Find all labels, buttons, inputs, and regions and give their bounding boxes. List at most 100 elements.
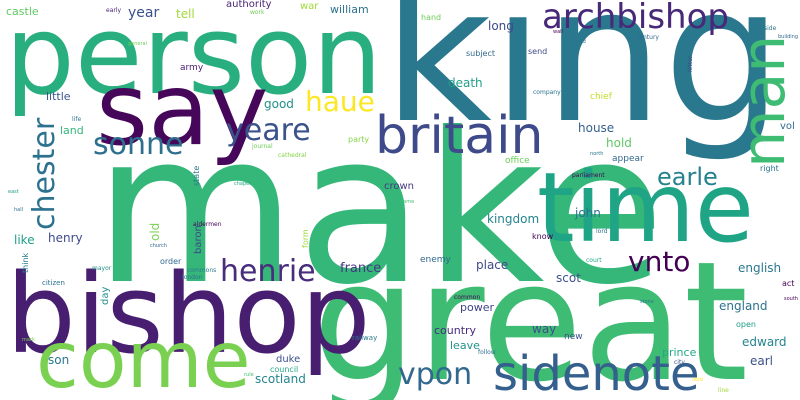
word-state: state (192, 165, 201, 186)
word-journal: journal (252, 143, 273, 150)
word-year: year (128, 5, 160, 21)
word-appear: appear (612, 154, 644, 164)
word-court: court (586, 257, 602, 264)
word-general: general (128, 41, 148, 47)
word-name: name (400, 199, 415, 205)
word-scotland: scotland (255, 372, 306, 386)
word-council: council (270, 365, 299, 374)
word-sidenote: sidenote (493, 346, 700, 400)
word-act: act (782, 279, 795, 288)
word-leave: leave (450, 339, 480, 352)
word-kingdom: kingdom (487, 212, 540, 226)
word-mayor: mayor (92, 265, 112, 272)
word-south: south (784, 296, 798, 302)
word-parliament: parliament (572, 172, 605, 179)
word-earl: earl (750, 354, 774, 368)
word-yeare: yeare (226, 113, 311, 148)
word-day: day (100, 286, 111, 305)
word-scot: scot (556, 271, 581, 285)
word-house: house (578, 121, 615, 135)
word-army: army (180, 63, 204, 73)
word-vnto: vnto (628, 245, 691, 278)
word-edward: edward (742, 335, 787, 349)
word-archbishop: archbishop (542, 0, 729, 37)
word-subject: subject (466, 49, 495, 58)
word-rule: rule (244, 372, 254, 378)
word-henry: henry (48, 231, 83, 245)
word-france: france (340, 261, 382, 276)
word-common: common (454, 294, 481, 301)
word-time: time (537, 152, 754, 264)
word-railway: railway (352, 334, 378, 342)
word-chief: chief (590, 92, 612, 102)
word-hall: hall (14, 207, 24, 213)
word-tell: tell (176, 7, 195, 21)
word-early: early (106, 7, 122, 14)
word-way: way (532, 322, 557, 336)
word-side: side (764, 25, 777, 32)
word-say: say (96, 51, 269, 168)
word-power: power (460, 301, 494, 314)
word-wall: wall (553, 29, 563, 35)
word-mark: mark (22, 337, 35, 343)
word-order: order (160, 257, 182, 266)
word-line: line (718, 387, 729, 394)
word-land: land (60, 124, 84, 137)
word-man: man (729, 34, 799, 168)
word-john: john (575, 206, 601, 220)
word-send: send (528, 47, 548, 56)
word-open: open (736, 320, 756, 329)
word-death: death (448, 76, 483, 90)
word-east: east (8, 189, 19, 195)
word-crown: crown (384, 181, 415, 192)
word-company: company (533, 89, 561, 96)
word-office: office (505, 156, 530, 166)
word-stone: stone (640, 299, 654, 305)
word-north: north (590, 151, 604, 157)
word-earle: earle (657, 163, 718, 191)
word-baron: baron (193, 225, 204, 254)
word-come: come (36, 316, 251, 400)
word-bold: bold (575, 39, 586, 45)
word-lord: lord (596, 228, 608, 235)
word-place: place (476, 258, 509, 272)
word-london: london (182, 274, 203, 281)
word-work: work (250, 9, 265, 16)
word-hand: hand (421, 13, 442, 22)
word-like: like (14, 233, 35, 247)
word-party: party (348, 135, 370, 144)
word-aldermen: aldermen (193, 221, 222, 228)
word-vpon: vpon (398, 357, 473, 392)
word-country: country (434, 324, 477, 337)
word-know: know (532, 232, 554, 241)
word-english: english (738, 261, 782, 275)
word-chester: chester (27, 117, 62, 230)
word-little: little (46, 90, 71, 103)
word-long: long (488, 19, 514, 33)
word-vol: vol (780, 121, 795, 132)
word-letter: letter (687, 55, 694, 72)
word-william: william (330, 3, 369, 16)
word-church: church (150, 243, 167, 249)
word-prince: prince (662, 346, 697, 359)
word-commons: commons (187, 267, 217, 274)
word-form: form (301, 229, 310, 248)
word-building: building (778, 34, 799, 40)
word-authority: authority (226, 0, 272, 10)
word-person: person (5, 0, 383, 119)
word-life: life (72, 116, 82, 123)
word-right: right (760, 164, 779, 173)
word-bishop: bishop (6, 250, 371, 378)
word-city: city (674, 359, 685, 366)
word-make: make (94, 89, 666, 331)
word-old: old (148, 222, 162, 241)
word-king: king (383, 0, 783, 165)
word-great: great (312, 226, 749, 400)
word-citizen: citizen (42, 279, 65, 287)
word-britain: britain (375, 106, 544, 166)
word-haue: haue (305, 85, 375, 118)
word-century: century (636, 34, 659, 41)
word-new: new (564, 332, 583, 342)
word-follow: follow (478, 349, 496, 356)
